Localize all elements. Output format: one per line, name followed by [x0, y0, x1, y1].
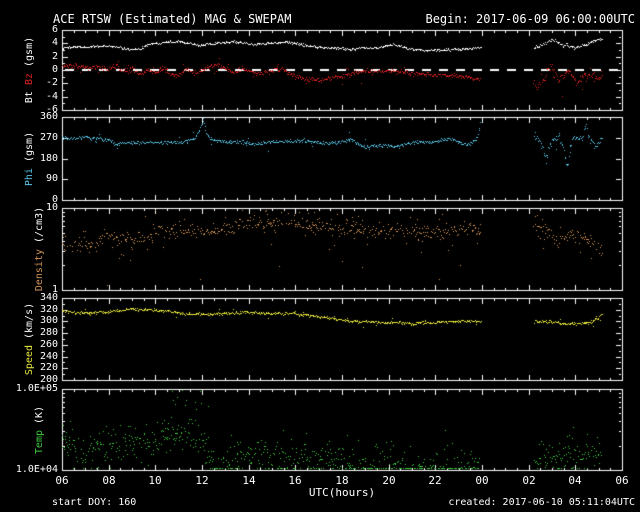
y-tick-label: 360 [39, 111, 58, 122]
y-tick-label: 300 [39, 315, 58, 326]
x-tick-label: 00 [475, 474, 489, 487]
panel-ylabel-part: Speed [24, 345, 35, 376]
created-timestamp: created: 2017-06-10 05:11:04UTC [448, 497, 635, 508]
panel-ylabel-mag-bt-bz: Bt Bz (gsm) [24, 36, 35, 104]
y-tick-label: 220 [39, 362, 58, 373]
x-axis-label: UTC(hours) [308, 486, 376, 499]
y-tick-label: -2 [45, 77, 58, 88]
x-tick-label: 06 [55, 474, 69, 487]
y-tick-label: 1.0E+04 [15, 464, 58, 475]
y-tick-label: 270 [39, 132, 58, 143]
panel-ylabel-speed: Speed (km/s) [24, 302, 35, 376]
y-tick-label: 0 [51, 194, 58, 205]
start-doy-label: start DOY: 160 [52, 497, 137, 508]
panel-ylabel-part: Bt [24, 85, 35, 104]
panel-ylabel-temp: Temp (K) [34, 405, 45, 455]
y-tick-label: 6 [51, 24, 58, 35]
y-tick-label: 240 [39, 351, 58, 362]
x-tick-label: 02 [522, 474, 536, 487]
y-tick-label: 320 [39, 304, 58, 315]
panel-ylabel-part: Temp [34, 430, 45, 455]
y-tick-label: 1.0E+05 [15, 383, 58, 394]
y-tick-label: 4 [51, 37, 58, 48]
panel-ylabel-part: Bz [24, 73, 35, 86]
y-tick-label: 200 [39, 374, 58, 385]
begin-timestamp: Begin: 2017-06-09 06:00:00UTC [425, 12, 635, 26]
panel-ylabel-density: Density (/cm3) [34, 206, 45, 292]
x-tick-label: 16 [288, 474, 302, 487]
y-tick-label: 1 [51, 284, 58, 295]
x-tick-label: 20 [382, 474, 396, 487]
y-tick-label: 280 [39, 327, 58, 338]
x-tick-label: 22 [428, 474, 442, 487]
panel-ylabel-part: Phi [24, 168, 35, 187]
panel-ylabel-part: (km/s) [24, 302, 35, 346]
y-tick-label: 10 [45, 202, 58, 213]
y-tick-label: 180 [39, 153, 58, 164]
y-tick-label: 0 [51, 64, 58, 75]
panel-ylabel-part: Density [34, 249, 45, 292]
y-tick-label: -4 [45, 91, 58, 102]
y-tick-label: 260 [39, 339, 58, 350]
panel-ylabel-part: (gsm) [24, 36, 35, 74]
panel-ylabel-part: (/cm3) [34, 206, 45, 249]
x-tick-label: 10 [148, 474, 162, 487]
x-tick-label: 14 [242, 474, 256, 487]
panel-ylabel-part: (gsm) [24, 131, 35, 169]
x-tick-label: 18 [335, 474, 349, 487]
page-title: ACE RTSW (Estimated) MAG & SWEPAM [53, 12, 292, 26]
y-tick-label: 90 [45, 173, 58, 184]
panel-ylabel-part: (K) [34, 405, 45, 430]
y-tick-label: -6 [45, 104, 58, 115]
x-tick-label: 12 [195, 474, 209, 487]
x-tick-label: 08 [102, 474, 116, 487]
panel-ylabel-phi: Phi (gsm) [24, 131, 35, 187]
y-tick-label: 340 [39, 292, 58, 303]
y-tick-label: 2 [51, 51, 58, 62]
x-tick-label: 06 [615, 474, 629, 487]
x-tick-label: 04 [568, 474, 582, 487]
